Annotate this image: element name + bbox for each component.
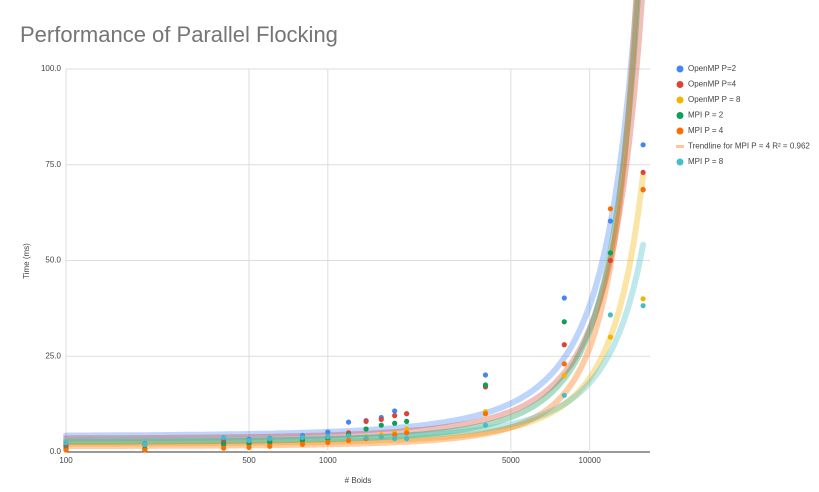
y-axis-label: Time (ms) — [22, 243, 31, 279]
point — [392, 420, 398, 426]
point — [299, 441, 306, 447]
point — [267, 443, 273, 449]
legend-swatch — [676, 158, 684, 166]
point — [404, 430, 410, 436]
legend-label: MPI P = 4 — [688, 126, 724, 135]
point — [640, 303, 646, 309]
point — [392, 432, 398, 438]
point — [482, 372, 489, 378]
x-tick-label: 10000 — [579, 456, 602, 465]
legend-swatch — [676, 96, 684, 104]
trendline — [63, 171, 647, 447]
point — [221, 445, 227, 451]
trendline — [63, 0, 640, 450]
point — [345, 419, 352, 425]
point — [63, 447, 69, 453]
legend-label: Trendline for MPI P = 4 R² = 0.962 — [688, 142, 810, 151]
point — [482, 422, 489, 428]
point — [607, 334, 613, 340]
point — [607, 218, 613, 224]
point — [607, 206, 613, 212]
point — [561, 372, 567, 378]
trendline — [63, 0, 640, 439]
point — [325, 429, 331, 435]
point — [246, 444, 252, 451]
point — [325, 439, 331, 446]
point — [640, 296, 646, 302]
point — [640, 187, 646, 193]
point — [363, 434, 369, 441]
point — [63, 440, 69, 446]
point — [378, 416, 384, 423]
point — [267, 439, 273, 446]
point — [363, 418, 369, 424]
point — [221, 441, 227, 447]
point — [345, 437, 352, 444]
point — [607, 250, 613, 256]
point — [561, 295, 567, 301]
point — [482, 382, 489, 388]
y-tick-label: 25.0 — [45, 351, 61, 360]
point — [392, 408, 398, 414]
point — [561, 361, 567, 367]
point — [404, 418, 410, 424]
legend-label: MPI P = 8 — [688, 157, 724, 166]
point — [607, 312, 613, 318]
point — [378, 434, 384, 440]
point — [640, 142, 646, 148]
x-tick-label: 500 — [242, 456, 256, 465]
trendline — [63, 241, 647, 444]
y-tick-label: 50.0 — [45, 256, 61, 265]
legend-label: OpenMP P = 8 — [688, 95, 741, 104]
point — [640, 169, 646, 176]
x-axis-label: # Boids — [345, 476, 372, 485]
point — [561, 392, 567, 398]
point — [561, 319, 567, 325]
legend-swatch — [676, 65, 684, 73]
point — [345, 433, 352, 439]
point — [404, 435, 410, 442]
point — [404, 426, 410, 432]
point — [404, 411, 410, 417]
point — [221, 434, 227, 441]
x-tick-label: 100 — [59, 456, 73, 465]
legend-label: OpenMP P=2 — [688, 64, 737, 73]
y-tick-label: 100.0 — [41, 64, 62, 73]
y-tick-label: 0.0 — [50, 447, 62, 456]
point — [378, 422, 384, 428]
point — [142, 447, 148, 453]
y-tick-label: 75.0 — [45, 160, 61, 169]
trendline — [63, 0, 645, 442]
point — [392, 435, 398, 442]
point — [267, 435, 273, 442]
legend-swatch — [676, 81, 684, 88]
point — [482, 411, 489, 417]
point — [607, 257, 613, 264]
trendline — [63, 0, 641, 445]
legend-label: MPI P = 2 — [688, 111, 724, 120]
legend-swatch — [676, 127, 684, 135]
point — [299, 434, 306, 441]
point — [392, 413, 398, 419]
point — [363, 426, 369, 432]
point — [325, 434, 331, 440]
x-tick-label: 5000 — [502, 456, 520, 465]
x-tick-label: 1000 — [319, 456, 337, 465]
legend-swatch — [676, 112, 684, 119]
point — [246, 437, 252, 444]
legend-label: OpenMP P=4 — [688, 80, 737, 89]
point — [142, 441, 148, 447]
point — [561, 342, 567, 348]
chart-title: Performance of Parallel Flocking — [20, 22, 338, 47]
